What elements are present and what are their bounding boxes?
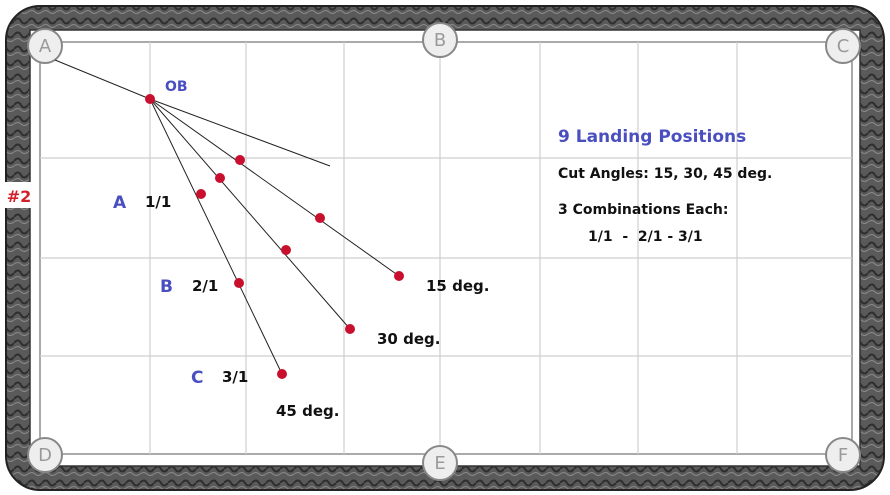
landing-position (281, 245, 291, 255)
row-ratio: 2/1 (192, 277, 218, 295)
landing-position (235, 155, 245, 165)
landing-position (234, 278, 244, 288)
row-label: A (113, 193, 127, 213)
pocket-label: B (434, 30, 446, 51)
path-line (149, 98, 351, 330)
shot-number: #2 (7, 187, 32, 206)
landing-position (196, 189, 206, 199)
pocket-label: C (837, 36, 850, 57)
pockets: A B C D E F (27, 22, 861, 481)
pocket (422, 445, 458, 481)
pocket-label: F (838, 445, 848, 466)
balls (145, 94, 404, 379)
landing-position (345, 324, 355, 334)
row-ratio: 1/1 (145, 193, 171, 211)
pocket-label: D (38, 445, 52, 466)
cut-angles: Cut Angles: 15, 30, 45 deg. (558, 166, 772, 182)
angle-label: 45 deg. (276, 402, 339, 420)
pocket (27, 437, 63, 473)
angle-label: 30 deg. (377, 330, 440, 348)
angle-label: 15 deg. (426, 277, 489, 295)
landing-position (315, 213, 325, 223)
landing-position (277, 369, 287, 379)
row-label: B (160, 277, 173, 297)
grid (40, 42, 852, 454)
shot-number-box (4, 182, 34, 208)
path-line (149, 98, 283, 375)
landing-position (215, 173, 225, 183)
row-ratio: 3/1 (222, 368, 248, 386)
combinations: 1/1 - 2/1 - 3/1 (588, 229, 703, 245)
pocket (27, 28, 63, 64)
pocket (422, 22, 458, 58)
info-title: 9 Landing Positions (558, 127, 746, 147)
object-ball-label: OB (165, 79, 188, 95)
pocket-label: A (39, 36, 52, 57)
object-ball (145, 94, 155, 104)
path-line (149, 98, 400, 277)
pocket (825, 28, 861, 64)
tangent-line (149, 98, 331, 167)
aim-line (54, 59, 151, 100)
pocket (825, 437, 861, 473)
combinations-heading: 3 Combinations Each: (558, 202, 729, 218)
landing-position (394, 271, 404, 281)
shot-lines (54, 59, 400, 375)
pocket-label: E (434, 453, 445, 474)
row-label: C (191, 368, 203, 388)
